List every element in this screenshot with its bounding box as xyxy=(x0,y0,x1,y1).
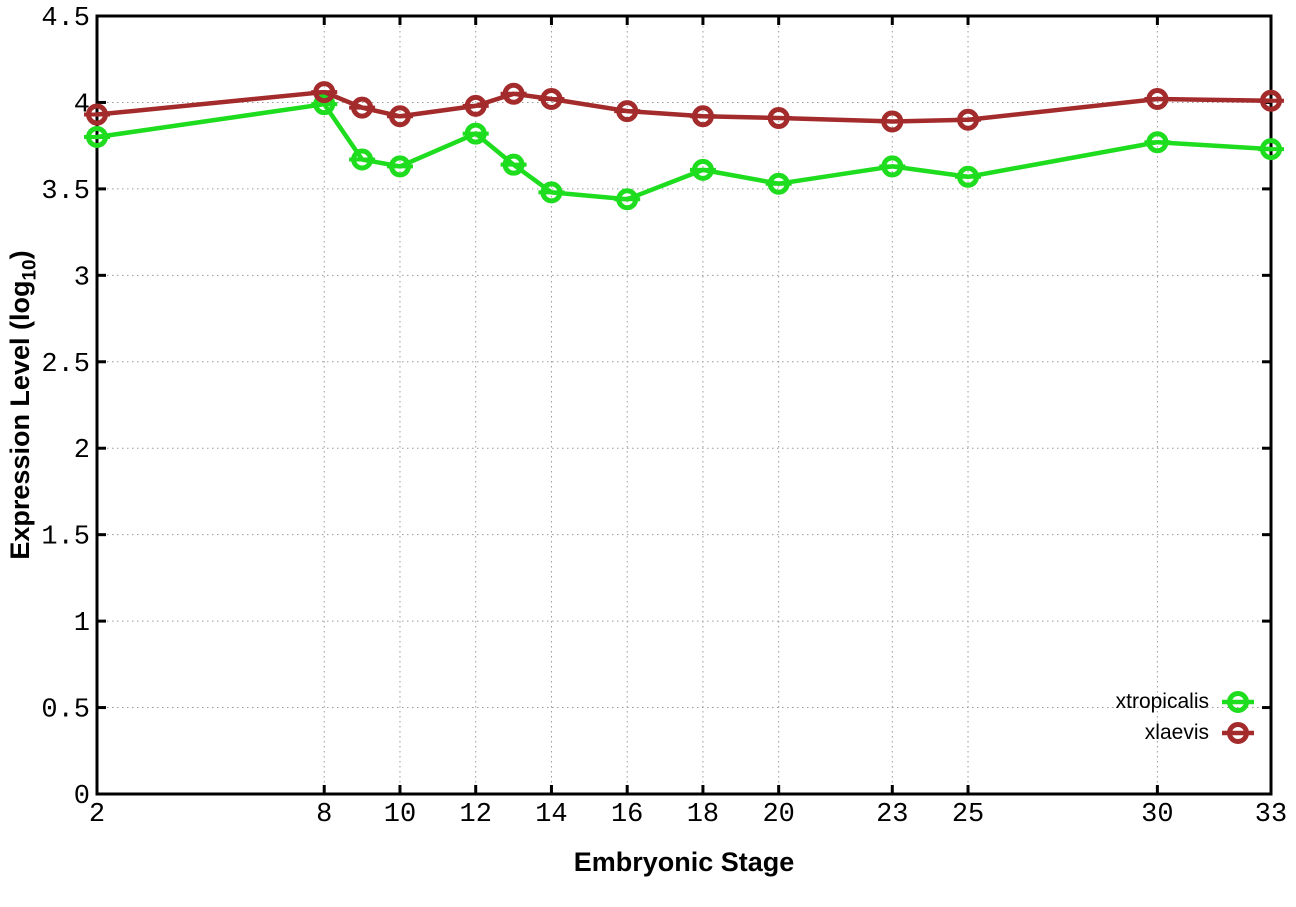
data-point-xtropicalis xyxy=(691,158,714,181)
data-point-xtropicalis xyxy=(1260,138,1282,161)
data-point-xtropicalis xyxy=(388,155,411,178)
y-tick-label: 3.5 xyxy=(41,177,90,207)
data-point-xlaevis xyxy=(351,96,374,119)
y-tick-label: 2 xyxy=(74,436,90,466)
legend-label: xlaevis xyxy=(1144,720,1209,744)
data-point-xtropicalis xyxy=(1146,131,1169,154)
x-tick-label: 14 xyxy=(535,800,567,830)
legend: xtropicalis xlaevis xyxy=(1116,686,1255,748)
x-tick-label: 20 xyxy=(762,800,794,830)
y-tick-label: 3 xyxy=(74,263,90,293)
data-point-xlaevis xyxy=(881,110,904,133)
y-tick-label: 1.5 xyxy=(41,523,90,553)
data-point-xlaevis xyxy=(1146,87,1169,110)
legend-entry-xlaevis: xlaevis xyxy=(1116,717,1255,748)
data-point-xtropicalis xyxy=(616,188,639,211)
x-tick-label: 25 xyxy=(952,800,984,830)
data-point-xlaevis xyxy=(502,82,525,105)
legend-label: xtropicalis xyxy=(1115,689,1209,713)
data-point-xlaevis xyxy=(616,100,639,123)
data-point-xlaevis xyxy=(86,103,108,126)
y-tick-label: 4.5 xyxy=(41,4,90,34)
x-tick-label: 16 xyxy=(611,800,643,830)
data-point-xtropicalis xyxy=(313,93,336,116)
x-axis-title: Embryonic Stage xyxy=(573,847,795,877)
legend-entry-xtropicalis: xtropicalis xyxy=(1116,686,1255,717)
x-tick-label: 10 xyxy=(384,800,416,830)
y-axis-title-close: ) xyxy=(5,250,35,260)
data-point-xlaevis xyxy=(313,81,336,104)
x-tick-label: 18 xyxy=(687,800,719,830)
x-tick-label: 2 xyxy=(89,800,105,830)
data-point-xlaevis xyxy=(767,107,790,130)
y-axis-title-text: Expression Level (log xyxy=(5,280,35,560)
data-point-xlaevis xyxy=(691,105,714,128)
data-point-xtropicalis xyxy=(464,122,487,145)
x-tick-label: 12 xyxy=(460,800,492,830)
y-tick-label: 0 xyxy=(74,782,90,812)
y-tick-label: 0.5 xyxy=(41,696,90,726)
data-point-xlaevis xyxy=(464,94,487,117)
data-point-xlaevis xyxy=(388,105,411,128)
legend-marker-sample xyxy=(1222,721,1254,744)
y-axis-title-subscript: 10 xyxy=(19,259,41,281)
plot-border xyxy=(95,14,1273,796)
data-point-xlaevis xyxy=(540,87,563,110)
y-tick-label: 1 xyxy=(74,609,90,639)
data-point-xlaevis xyxy=(957,108,980,131)
y-tick-label: 2.5 xyxy=(41,350,90,380)
data-point-xlaevis xyxy=(1260,89,1282,112)
data-point-xtropicalis xyxy=(502,153,525,176)
data-point-xtropicalis xyxy=(86,126,108,149)
x-tick-label: 33 xyxy=(1255,800,1287,830)
x-tick-label: 8 xyxy=(316,800,332,830)
x-tick-label: 23 xyxy=(876,800,908,830)
data-point-xtropicalis xyxy=(957,165,980,188)
y-axis-title: Expression Level (log10) xyxy=(5,16,45,794)
data-point-xtropicalis xyxy=(767,172,790,195)
legend-marker-sample xyxy=(1222,690,1254,713)
series-line-xtropicalis xyxy=(94,101,1274,202)
data-point-xtropicalis xyxy=(540,181,563,204)
data-point-xtropicalis xyxy=(881,155,904,178)
data-point-xtropicalis xyxy=(351,148,374,171)
series-line-xlaevis xyxy=(94,89,1274,124)
x-tick-label: 30 xyxy=(1141,800,1173,830)
